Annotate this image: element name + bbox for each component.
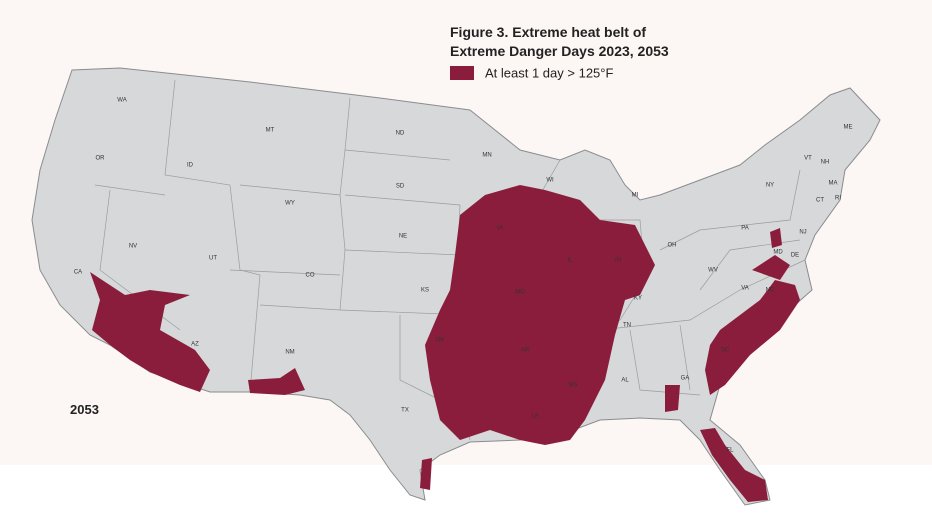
state-label: WV — [708, 268, 718, 274]
legend-swatch — [450, 66, 474, 80]
state-label: IA — [497, 226, 503, 232]
state-label: KY — [634, 296, 642, 302]
state-label: MN — [482, 153, 491, 159]
state-label: ND — [396, 131, 405, 137]
state-label: NJ — [799, 230, 806, 236]
state-label: AZ — [191, 342, 199, 348]
heat-region — [90, 185, 800, 502]
state-label: GA — [681, 376, 690, 382]
state-label: VT — [804, 156, 812, 162]
state-label: KS — [421, 288, 429, 294]
state-label: MI — [632, 193, 639, 199]
state-label: PA — [741, 226, 749, 232]
state-label: OH — [668, 243, 677, 249]
state-label: NV — [129, 244, 137, 250]
state-label: SD — [396, 184, 405, 190]
state-label: VA — [741, 286, 749, 292]
state-label: RI — [835, 196, 841, 202]
state-label: IN — [615, 258, 621, 264]
state-label: ME — [844, 125, 853, 131]
state-label: AL — [621, 378, 629, 384]
state-label: AR — [521, 348, 530, 354]
year-label: 2053 — [70, 402, 99, 417]
legend-label: At least 1 day > 125°F — [485, 65, 613, 80]
state-label: CA — [74, 270, 82, 276]
state-label: DE — [791, 253, 799, 259]
state-label: NE — [399, 234, 407, 240]
state-label: MT — [266, 128, 275, 134]
state-label: CT — [816, 198, 824, 204]
state-label: MD — [773, 250, 783, 256]
state-label: NC — [766, 288, 775, 294]
state-label: IL — [567, 258, 573, 264]
state-label: FL — [726, 448, 734, 454]
state-label: MA — [829, 181, 838, 187]
state-label: UT — [209, 256, 217, 262]
state-label: OK — [436, 338, 445, 344]
state-label: CO — [306, 273, 315, 279]
state-label: WA — [117, 98, 126, 104]
state-label: OR — [96, 156, 106, 162]
title-line: Extreme Danger Days 2023, 2053 — [450, 43, 669, 59]
state-label: TX — [401, 408, 409, 414]
title-line: Figure 3. Extreme heat belt of — [450, 24, 646, 40]
state-label: WY — [285, 201, 295, 207]
state-label: NM — [285, 350, 294, 356]
state-labels: WA OR CA NV ID MT WY UT AZ NM CO ND SD NE KS TX MN IA MO AR… — [74, 98, 853, 454]
state-label: NH — [821, 160, 830, 166]
state-label: MO — [515, 290, 525, 296]
state-label: NY — [766, 183, 774, 189]
state-label: LA — [531, 414, 538, 420]
state-label: TN — [623, 323, 631, 329]
state-label: ID — [187, 163, 194, 169]
state-label: WI — [546, 178, 554, 184]
state-label: MS — [569, 383, 578, 389]
state-label: SC — [721, 348, 730, 354]
